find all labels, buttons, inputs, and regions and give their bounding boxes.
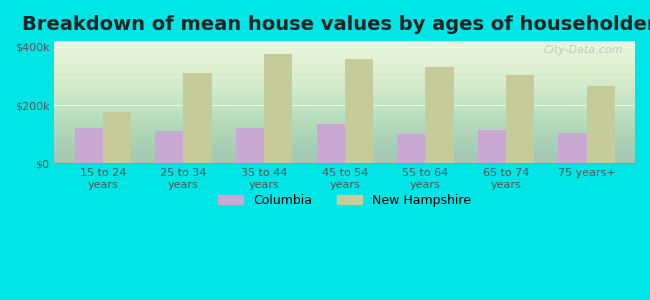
- Bar: [478, 130, 506, 163]
- Bar: [75, 128, 103, 163]
- Bar: [236, 128, 264, 163]
- Bar: [586, 86, 615, 163]
- Bar: [344, 58, 373, 163]
- Bar: [183, 73, 212, 163]
- Bar: [264, 54, 292, 163]
- Legend: Columbia, New Hampshire: Columbia, New Hampshire: [213, 189, 476, 212]
- Bar: [397, 134, 425, 163]
- Text: City-Data.com: City-Data.com: [544, 45, 623, 55]
- Title: Breakdown of mean house values by ages of householders: Breakdown of mean house values by ages o…: [21, 15, 650, 34]
- Bar: [103, 112, 131, 163]
- Bar: [425, 67, 454, 163]
- Bar: [155, 131, 183, 163]
- Bar: [317, 124, 345, 163]
- Bar: [506, 75, 534, 163]
- Bar: [558, 133, 586, 163]
